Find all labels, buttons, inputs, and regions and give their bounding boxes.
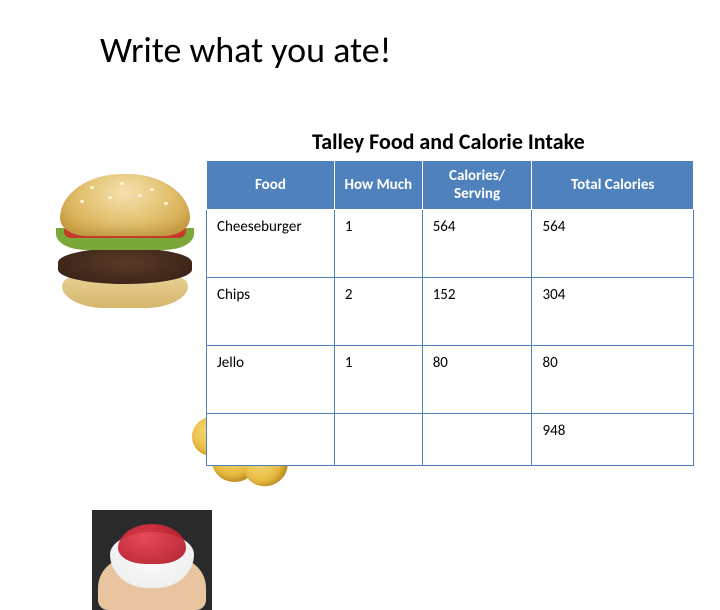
cell-total: 564 xyxy=(532,210,694,278)
cell-howmuch: 2 xyxy=(334,278,422,346)
col-header-food: Food xyxy=(207,161,335,210)
cell-food: Cheeseburger xyxy=(207,210,335,278)
col-header-totalcal: Total Calories xyxy=(532,161,694,210)
col-header-howmuch: How Much xyxy=(334,161,422,210)
cell-food: Jello xyxy=(207,346,335,414)
cell-calserving: 564 xyxy=(422,210,532,278)
cell-empty xyxy=(207,414,335,466)
cell-grandtotal: 948 xyxy=(532,414,694,466)
table-total-row: 948 xyxy=(207,414,694,466)
cell-howmuch: 1 xyxy=(334,210,422,278)
cell-total: 304 xyxy=(532,278,694,346)
cell-food: Chips xyxy=(207,278,335,346)
cell-total: 80 xyxy=(532,346,694,414)
food-images-column xyxy=(46,168,206,326)
table-row: Chips 2 152 304 xyxy=(207,278,694,346)
table-header-row: Food How Much Calories/ Serving Total Ca… xyxy=(207,161,694,210)
col-header-calserving: Calories/ Serving xyxy=(422,161,532,210)
cheeseburger-image xyxy=(46,168,204,326)
cell-empty xyxy=(334,414,422,466)
page-title: Write what you ate! xyxy=(100,28,391,72)
jello-image xyxy=(92,510,212,610)
calorie-intake-table: Food How Much Calories/ Serving Total Ca… xyxy=(206,160,694,466)
table-row: Jello 1 80 80 xyxy=(207,346,694,414)
cell-howmuch: 1 xyxy=(334,346,422,414)
cell-calserving: 152 xyxy=(422,278,532,346)
table-row: Cheeseburger 1 564 564 xyxy=(207,210,694,278)
cell-empty xyxy=(422,414,532,466)
cell-calserving: 80 xyxy=(422,346,532,414)
table-subtitle: Talley Food and Calorie Intake xyxy=(312,128,585,155)
